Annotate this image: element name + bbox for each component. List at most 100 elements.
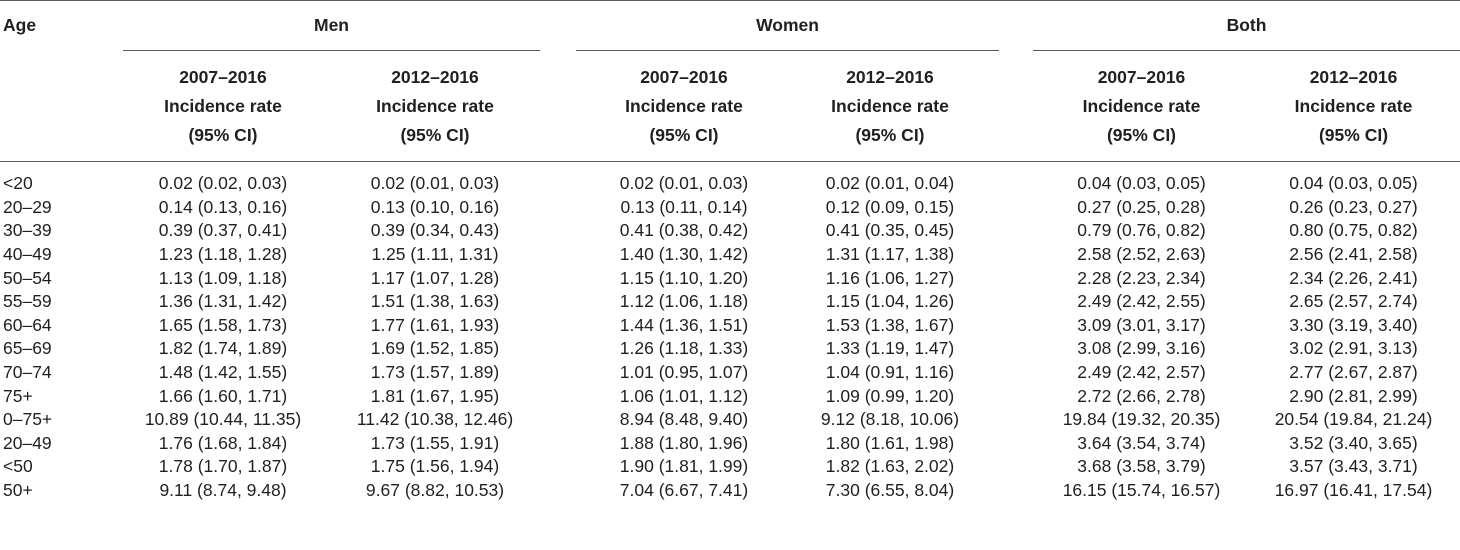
spacer xyxy=(996,243,1036,267)
table-cell: 1.80 (1.61, 1.98) xyxy=(825,432,955,453)
spacer xyxy=(544,0,584,52)
row-age-label: <20 xyxy=(3,173,33,194)
row-age-label: <50 xyxy=(3,456,33,477)
spacer xyxy=(996,314,1036,338)
group-label-both: Both xyxy=(1033,0,1460,52)
group-label-women: Women xyxy=(576,0,999,52)
table-cell: 1.06 (1.01, 1.12) xyxy=(619,385,749,406)
table-cell: 0.02 (0.02, 0.03) xyxy=(158,173,288,194)
table-cell: 0.41 (0.38, 0.42) xyxy=(619,220,749,241)
table-cell: 1.25 (1.11, 1.31) xyxy=(371,244,499,265)
table-row: 50–54 1.13 (1.09, 1.18) 1.17 (1.07, 1.28) 1… xyxy=(0,266,1460,290)
table-cell: 0.13 (0.11, 0.14) xyxy=(620,196,748,217)
spacer xyxy=(544,384,584,408)
table-cell: 2.49 (2.42, 2.55) xyxy=(1077,291,1206,312)
table-cell: 0.12 (0.09, 0.15) xyxy=(825,196,955,217)
table-cell: 1.73 (1.57, 1.89) xyxy=(370,362,500,383)
spacer xyxy=(996,266,1036,290)
table-cell: 3.68 (3.58, 3.79) xyxy=(1077,456,1206,477)
table-body: <20 0.02 (0.02, 0.03) 0.02 (0.01, 0.03) 0.0… xyxy=(0,162,1460,503)
row-age-label: 40–49 xyxy=(3,244,52,265)
row-age-label: 70–74 xyxy=(3,362,52,383)
table-cell: 16.97 (16.41, 17.54) xyxy=(1274,480,1433,501)
table-cell: 3.09 (3.01, 3.17) xyxy=(1077,314,1206,335)
table-cell: 1.23 (1.18, 1.28) xyxy=(158,244,288,265)
row-age-label: 30–39 xyxy=(3,220,52,241)
incidence-table: Age Men Women Both 2007–2016 Incidence ra… xyxy=(0,0,1460,503)
table-row: 75+ 1.66 (1.60, 1.71) 1.81 (1.67, 1.95) 1.0… xyxy=(0,384,1460,408)
subheader-men-2012: 2012–2016 Incidence rate (95% CI) xyxy=(376,66,494,145)
table-cell: 1.73 (1.55, 1.91) xyxy=(370,432,500,453)
table-cell: 9.11 (8.74, 9.48) xyxy=(159,480,287,501)
table-cell: 1.17 (1.07, 1.28) xyxy=(370,267,500,288)
table-cell: 3.30 (3.19, 3.40) xyxy=(1289,314,1418,335)
spacer xyxy=(544,432,584,456)
table-cell: 0.27 (0.25, 0.28) xyxy=(1077,196,1206,217)
table-cell: 1.66 (1.60, 1.71) xyxy=(158,385,288,406)
spacer xyxy=(996,162,1036,196)
row-age-label: 60–64 xyxy=(3,314,52,335)
spacer xyxy=(544,408,584,432)
table-cell: 2.90 (2.81, 2.99) xyxy=(1289,385,1418,406)
row-age-label: 75+ xyxy=(3,385,33,406)
table-row: 30–39 0.39 (0.37, 0.41) 0.39 (0.34, 0.43) 0… xyxy=(0,219,1460,243)
table-cell: 9.67 (8.82, 10.53) xyxy=(365,480,505,501)
row-age-label: 50+ xyxy=(3,480,33,501)
spacer xyxy=(996,455,1036,479)
table-cell: 7.04 (6.67, 7.41) xyxy=(619,480,749,501)
spacer xyxy=(996,408,1036,432)
spacer xyxy=(544,361,584,385)
table-cell: 1.75 (1.56, 1.94) xyxy=(370,456,500,477)
table-cell: 8.94 (8.48, 9.40) xyxy=(619,409,749,430)
spacer xyxy=(544,479,584,503)
spacer xyxy=(996,432,1036,456)
table-cell: 1.01 (0.95, 1.07) xyxy=(619,362,749,383)
spacer xyxy=(996,384,1036,408)
table-cell: 0.02 (0.01, 0.04) xyxy=(825,173,955,194)
table-cell: 1.82 (1.63, 2.02) xyxy=(825,456,955,477)
table-cell: 0.14 (0.13, 0.16) xyxy=(158,196,288,217)
table-cell: 1.90 (1.81, 1.99) xyxy=(619,456,749,477)
table-cell: 3.57 (3.43, 3.71) xyxy=(1289,456,1418,477)
table-cell: 1.65 (1.58, 1.73) xyxy=(158,314,288,335)
table-cell: 7.30 (6.55, 8.04) xyxy=(825,480,955,501)
table-cell: 0.79 (0.76, 0.82) xyxy=(1077,220,1206,241)
table-cell: 0.41 (0.35, 0.45) xyxy=(825,220,955,241)
spacer xyxy=(996,337,1036,361)
table-cell: 1.16 (1.06, 1.27) xyxy=(825,267,955,288)
table-cell: 1.69 (1.52, 1.85) xyxy=(370,338,500,359)
spacer xyxy=(544,243,584,267)
table-cell: 1.13 (1.09, 1.18) xyxy=(158,267,288,288)
row-age-label: 55–59 xyxy=(3,291,52,312)
table-cell: 2.77 (2.67, 2.87) xyxy=(1289,362,1418,383)
table-cell: 10.89 (10.44, 11.35) xyxy=(144,409,302,430)
table-cell: 0.02 (0.01, 0.03) xyxy=(619,173,749,194)
table-cell: 1.82 (1.74, 1.89) xyxy=(158,338,288,359)
table-row: 0–75+ 10.89 (10.44, 11.35) 11.42 (10.38, 1… xyxy=(0,408,1460,432)
table-cell: 1.33 (1.19, 1.47) xyxy=(825,338,955,359)
spacer xyxy=(996,290,1036,314)
subheader-women-2007: 2007–2016 Incidence rate (95% CI) xyxy=(625,66,743,145)
spacer xyxy=(544,455,584,479)
subheader-men-2007: 2007–2016 Incidence rate (95% CI) xyxy=(164,66,282,145)
spacer xyxy=(544,337,584,361)
table-cell: 2.72 (2.66, 2.78) xyxy=(1077,385,1206,406)
spacer xyxy=(544,266,584,290)
spacer xyxy=(544,219,584,243)
age-header: Age xyxy=(0,0,120,162)
table-row: 20–49 1.76 (1.68, 1.84) 1.73 (1.55, 1.91) 1… xyxy=(0,432,1460,456)
spacer xyxy=(996,361,1036,385)
table-cell: 1.76 (1.68, 1.84) xyxy=(158,432,288,453)
table-cell: 16.15 (15.74, 16.57) xyxy=(1062,480,1221,501)
table-cell: 1.04 (0.91, 1.16) xyxy=(825,362,955,383)
spacer xyxy=(996,0,1036,52)
spacer xyxy=(544,52,584,162)
table-cell: 0.13 (0.10, 0.16) xyxy=(370,196,500,217)
spacer xyxy=(544,162,584,196)
row-age-label: 0–75+ xyxy=(3,409,53,430)
table-cell: 1.15 (1.04, 1.26) xyxy=(825,291,955,312)
subheader-women-2012: 2012–2016 Incidence rate (95% CI) xyxy=(831,66,949,145)
table-cell: 1.31 (1.17, 1.38) xyxy=(825,244,955,265)
table-cell: 3.52 (3.40, 3.65) xyxy=(1289,432,1418,453)
table-cell: 2.56 (2.41, 2.58) xyxy=(1289,244,1418,265)
